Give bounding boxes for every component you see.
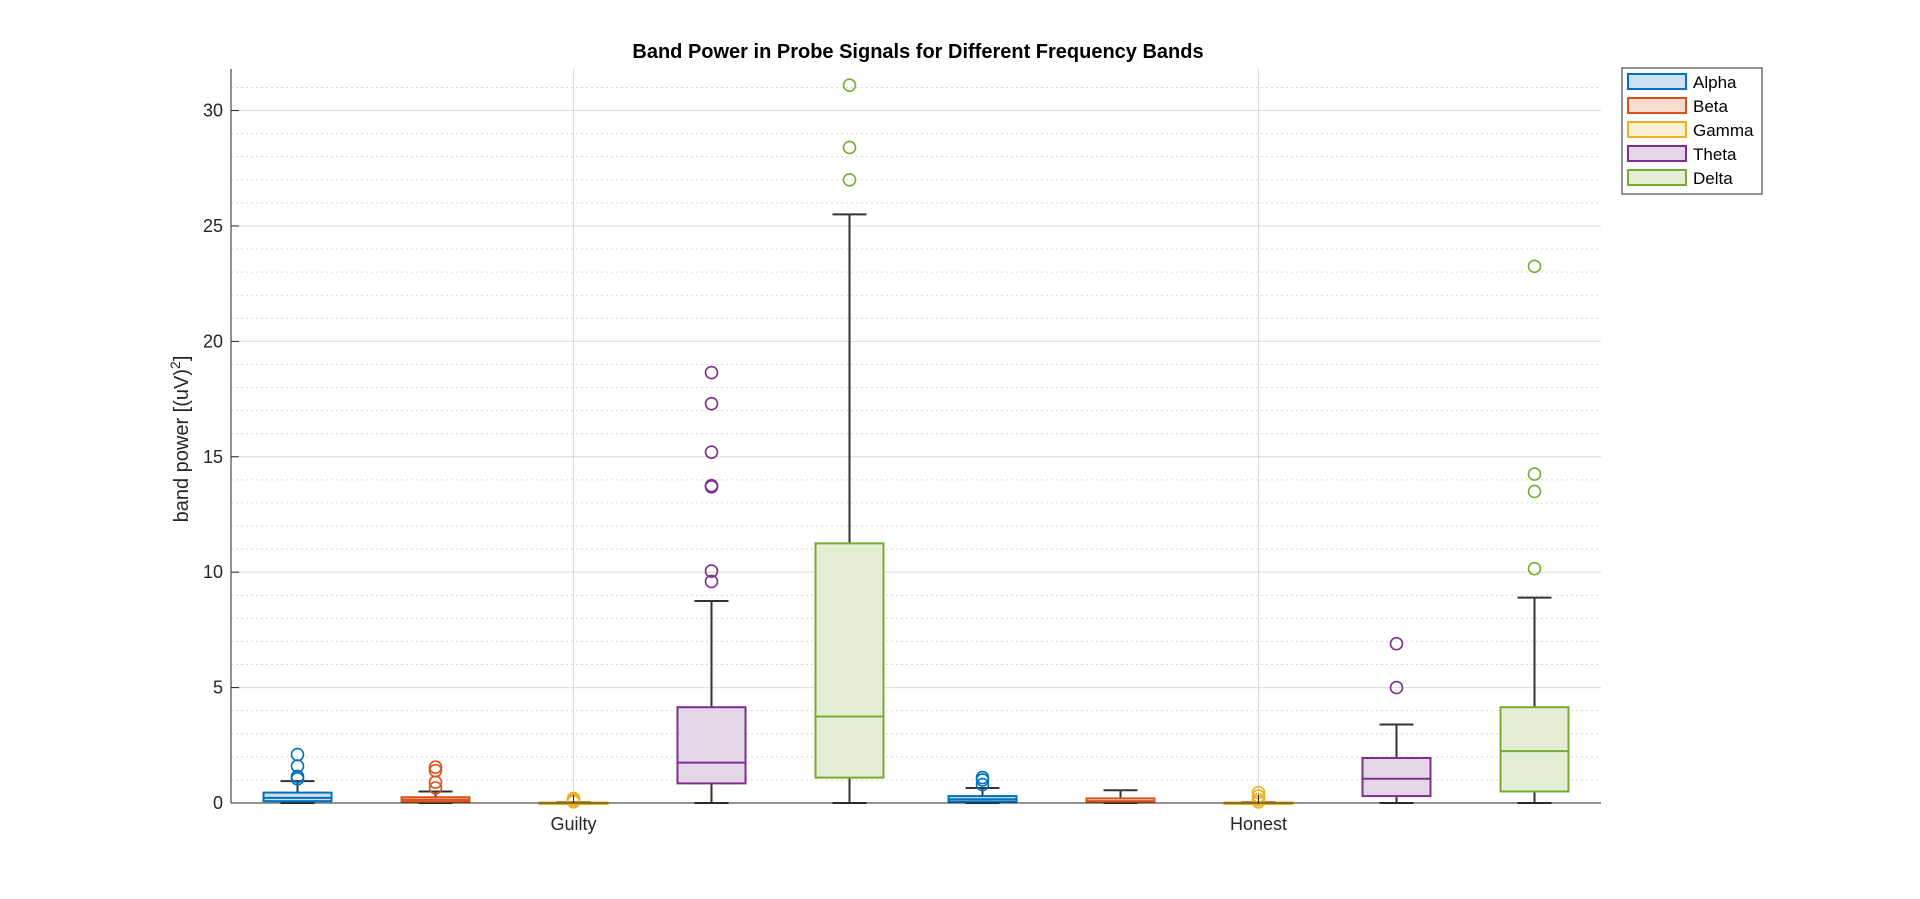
outlier-point	[704, 564, 719, 578]
outlier-point	[1527, 561, 1542, 576]
x-tick-label: Honest	[1230, 814, 1287, 834]
legend-label-delta: Delta	[1693, 169, 1733, 188]
x-tick-label: Guilty	[550, 814, 596, 834]
y-tick-label: 10	[203, 562, 223, 582]
y-axis-label-suffix: ]	[171, 356, 193, 362]
box-delta	[814, 542, 885, 779]
legend: Alpha Beta Gamma Theta Delta	[1621, 67, 1763, 195]
outlier-point	[704, 396, 719, 411]
outlier-point	[842, 172, 857, 187]
legend-swatch-theta	[1627, 145, 1687, 162]
outlier-point	[842, 140, 857, 155]
outlier-point	[428, 763, 443, 778]
boxes-layer	[262, 78, 1570, 809]
box-theta	[676, 706, 747, 785]
y-axis-label: band power [(uV)2]	[167, 356, 193, 523]
y-tick-label: 0	[213, 793, 223, 813]
legend-swatch-delta	[1627, 169, 1687, 186]
outlier-point	[1527, 467, 1542, 481]
outlier-point	[428, 760, 443, 775]
legend-swatch-gamma	[1627, 121, 1687, 138]
outlier-point	[428, 781, 443, 795]
outlier-point	[290, 747, 305, 762]
y-axis-label-superscript: 2	[167, 361, 183, 369]
outlier-point	[704, 574, 719, 589]
y-axis-label-text: band power [(uV)	[171, 369, 193, 522]
legend-label-theta: Theta	[1693, 145, 1737, 164]
y-tick-label: 30	[203, 101, 223, 121]
outlier-point	[842, 78, 857, 92]
y-tick-label: 5	[213, 678, 223, 698]
outlier-point	[704, 365, 719, 380]
outlier-point	[704, 478, 719, 493]
outlier-point	[704, 445, 719, 459]
legend-label-alpha: Alpha	[1693, 73, 1737, 92]
outlier-point	[1527, 259, 1542, 274]
outlier-point	[1389, 636, 1404, 651]
legend-swatch-beta	[1627, 97, 1687, 114]
y-tick-label: 15	[203, 447, 223, 467]
outlier-point	[975, 770, 990, 785]
legend-label-beta: Beta	[1693, 97, 1729, 116]
outlier-point	[975, 777, 990, 792]
axes-layer: 0 5 10 15 20 25 30 Guilty Honest	[203, 69, 1601, 834]
box-theta	[1361, 756, 1432, 798]
box-alpha	[262, 791, 333, 803]
outlier-point	[1251, 792, 1266, 807]
box-delta	[1499, 706, 1570, 793]
y-tick-label: 20	[203, 331, 223, 351]
outlier-point	[290, 769, 305, 784]
legend-swatch-alpha	[1627, 73, 1687, 90]
y-tick-label: 25	[203, 216, 223, 236]
chart-title: Band Power in Probe Signals for Differen…	[632, 41, 1203, 63]
outlier-point	[1389, 680, 1404, 695]
outlier-point	[1527, 484, 1542, 499]
legend-label-gamma: Gamma	[1693, 121, 1754, 140]
outlier-point	[566, 791, 581, 806]
